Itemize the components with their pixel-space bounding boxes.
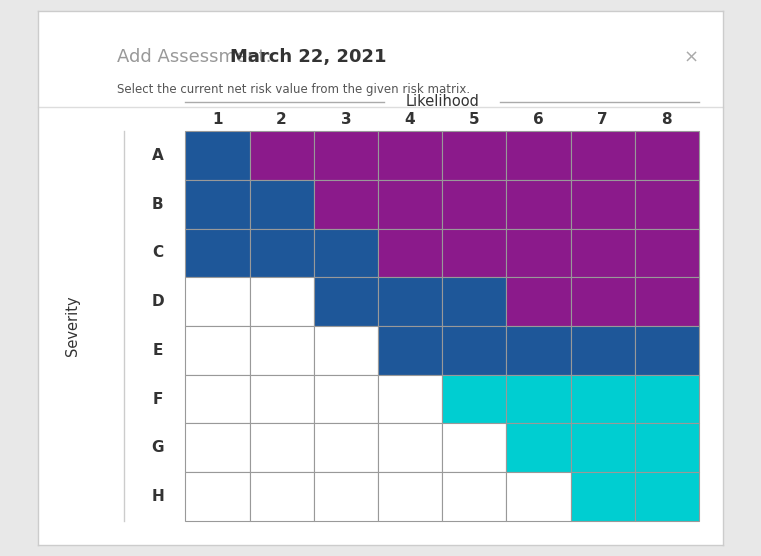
- Text: F: F: [153, 391, 163, 406]
- Text: March 22, 2021: March 22, 2021: [230, 48, 387, 67]
- Bar: [378, 180, 442, 229]
- Bar: [571, 375, 635, 424]
- Bar: [378, 424, 442, 472]
- Text: 8: 8: [661, 112, 672, 127]
- Bar: [314, 229, 378, 277]
- Text: D: D: [151, 294, 164, 309]
- Bar: [442, 180, 506, 229]
- Bar: [250, 472, 314, 521]
- Bar: [635, 326, 699, 375]
- Bar: [250, 131, 314, 180]
- Bar: [186, 229, 250, 277]
- Bar: [250, 180, 314, 229]
- Bar: [442, 229, 506, 277]
- Bar: [442, 424, 506, 472]
- Bar: [635, 229, 699, 277]
- Bar: [186, 472, 250, 521]
- Bar: [506, 326, 571, 375]
- Text: 4: 4: [405, 112, 416, 127]
- Text: E: E: [153, 343, 163, 358]
- Bar: [378, 472, 442, 521]
- Text: 7: 7: [597, 112, 608, 127]
- Bar: [506, 277, 571, 326]
- Bar: [506, 229, 571, 277]
- Bar: [186, 375, 250, 424]
- Text: 1: 1: [212, 112, 223, 127]
- Text: 2: 2: [276, 112, 287, 127]
- Text: C: C: [152, 246, 164, 260]
- Bar: [571, 277, 635, 326]
- Bar: [571, 131, 635, 180]
- Text: 6: 6: [533, 112, 544, 127]
- Bar: [250, 229, 314, 277]
- Bar: [442, 131, 506, 180]
- Bar: [378, 375, 442, 424]
- Bar: [442, 277, 506, 326]
- Bar: [442, 472, 506, 521]
- Text: G: G: [151, 440, 164, 455]
- Bar: [571, 229, 635, 277]
- Bar: [186, 326, 250, 375]
- Text: ×: ×: [684, 48, 699, 67]
- Text: Add Assessment:: Add Assessment:: [117, 48, 277, 67]
- Bar: [186, 180, 250, 229]
- Bar: [186, 131, 250, 180]
- Text: A: A: [152, 148, 164, 163]
- Bar: [378, 277, 442, 326]
- Bar: [314, 375, 378, 424]
- Bar: [250, 277, 314, 326]
- Text: H: H: [151, 489, 164, 504]
- Bar: [250, 326, 314, 375]
- Bar: [314, 180, 378, 229]
- Bar: [378, 131, 442, 180]
- Bar: [571, 424, 635, 472]
- Bar: [635, 180, 699, 229]
- Bar: [571, 180, 635, 229]
- Bar: [378, 229, 442, 277]
- Bar: [635, 472, 699, 521]
- Bar: [314, 131, 378, 180]
- Bar: [314, 326, 378, 375]
- Bar: [250, 424, 314, 472]
- Text: Severity: Severity: [65, 296, 80, 356]
- Bar: [250, 375, 314, 424]
- Bar: [571, 472, 635, 521]
- Text: 3: 3: [340, 112, 351, 127]
- Bar: [442, 375, 506, 424]
- Text: 5: 5: [469, 112, 479, 127]
- Bar: [442, 326, 506, 375]
- Bar: [635, 424, 699, 472]
- Text: B: B: [152, 197, 164, 212]
- Bar: [635, 131, 699, 180]
- Bar: [378, 326, 442, 375]
- Bar: [314, 277, 378, 326]
- Bar: [186, 277, 250, 326]
- Bar: [506, 375, 571, 424]
- Bar: [571, 326, 635, 375]
- Bar: [635, 375, 699, 424]
- Bar: [314, 472, 378, 521]
- Bar: [506, 180, 571, 229]
- Text: Select the current net risk value from the given risk matrix.: Select the current net risk value from t…: [117, 83, 470, 96]
- Bar: [635, 277, 699, 326]
- Bar: [186, 424, 250, 472]
- Bar: [506, 131, 571, 180]
- Bar: [314, 424, 378, 472]
- Bar: [506, 472, 571, 521]
- Bar: [506, 424, 571, 472]
- Text: Likelihood: Likelihood: [405, 95, 479, 110]
